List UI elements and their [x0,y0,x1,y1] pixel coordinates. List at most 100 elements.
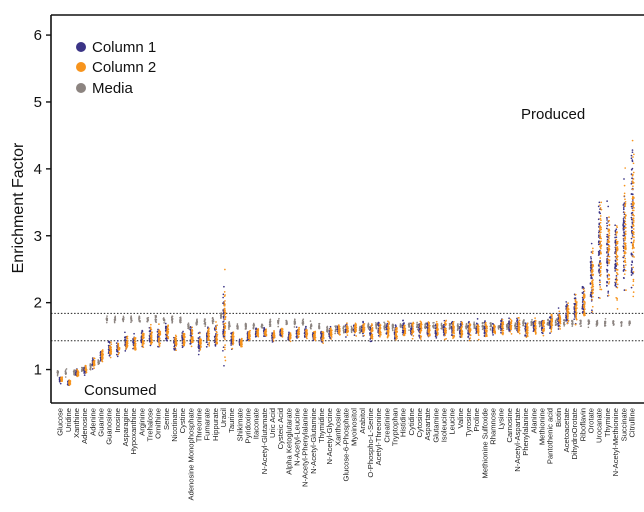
column-1-point [622,224,625,227]
column-1-point [607,292,610,294]
column-1-point [598,211,601,213]
column-1-point [467,332,469,335]
media-point [604,320,607,323]
column-2-point [486,327,488,330]
column-2-point [240,339,243,341]
media-point [350,331,353,334]
media-point [554,319,557,322]
column-2-point [477,331,480,333]
column-1-point [508,321,510,323]
media-point [465,322,468,325]
column-1-point [623,225,626,227]
media-point [171,315,174,318]
column-2-point [510,328,512,331]
column-1-point [124,350,127,352]
column-2-point [485,331,488,333]
column-2-point [550,330,553,333]
column-2-point [240,345,243,348]
column-1-point [369,332,371,335]
column-1-point [205,345,208,348]
column-2-point [567,304,570,307]
column-2-point [370,325,373,328]
media-point [228,320,230,323]
column-2-point [101,355,104,358]
column-2-point [526,332,528,334]
column-2-point [224,356,226,358]
media-point [65,368,68,370]
column-2-point [559,322,562,325]
media-point [604,318,607,320]
column-1-point [369,326,371,328]
column-1-point [467,331,470,333]
media-point [97,362,100,364]
column-2-point [543,329,545,332]
column-2-point [215,327,217,330]
column-1-point [207,326,209,329]
column-1-point [614,281,616,284]
media-point [416,323,418,325]
column-1-point [589,261,592,264]
column-1-point [630,154,633,157]
column-2-point [110,352,112,355]
media-point [571,325,574,327]
media-point [562,319,565,321]
media-point [620,321,623,323]
column-2-point [445,337,447,340]
column-2-point [582,295,585,297]
column-2-point [159,333,162,336]
column-2-point [510,320,513,323]
column-2-point [354,329,357,332]
column-1-point [630,252,633,255]
media-point [285,319,287,322]
column-2-point [494,332,497,335]
column-2-point [142,341,144,343]
column-1-point [582,310,584,313]
media-point [204,321,207,324]
media-point [269,322,271,324]
media-point [433,321,435,324]
media-point [130,318,133,320]
column-2-point [566,306,569,309]
column-2-point [411,330,414,333]
column-2-point [149,326,152,329]
column-2-point [142,333,145,336]
column-1-point [492,334,494,336]
media-point [155,321,157,323]
column-1-point [140,332,143,334]
media-point [211,319,214,322]
column-2-point [362,329,364,332]
column-2-point [575,315,578,318]
column-2-point [518,326,521,329]
column-1-point [230,342,232,344]
column-1-point [377,334,380,337]
column-1-point [222,312,225,315]
media-point [326,331,329,333]
column-2-point [93,360,96,362]
column-2-point [85,371,87,374]
column-2-point [158,338,160,340]
column-2-point [379,324,382,326]
column-2-point [510,332,513,335]
column-2-point [574,298,577,301]
column-1-point [630,212,633,215]
column-2-point [215,326,218,329]
column-1-point [394,337,396,340]
column-1-point [222,315,225,318]
column-1-point [606,200,608,202]
column-2-point [150,338,153,341]
media-point [506,328,508,330]
column-2-point [224,327,226,329]
column-2-point [542,334,545,337]
media-point [399,323,402,325]
column-2-point [419,326,422,329]
column-2-point [224,359,227,362]
column-1-point [222,320,225,323]
column-2-point [289,340,292,343]
column-2-point [517,320,520,323]
column-2-point [158,345,161,347]
column-2-point [298,326,300,329]
column-2-point [281,335,284,338]
media-point [57,372,59,375]
media-point [367,324,369,326]
media-point [114,316,116,319]
